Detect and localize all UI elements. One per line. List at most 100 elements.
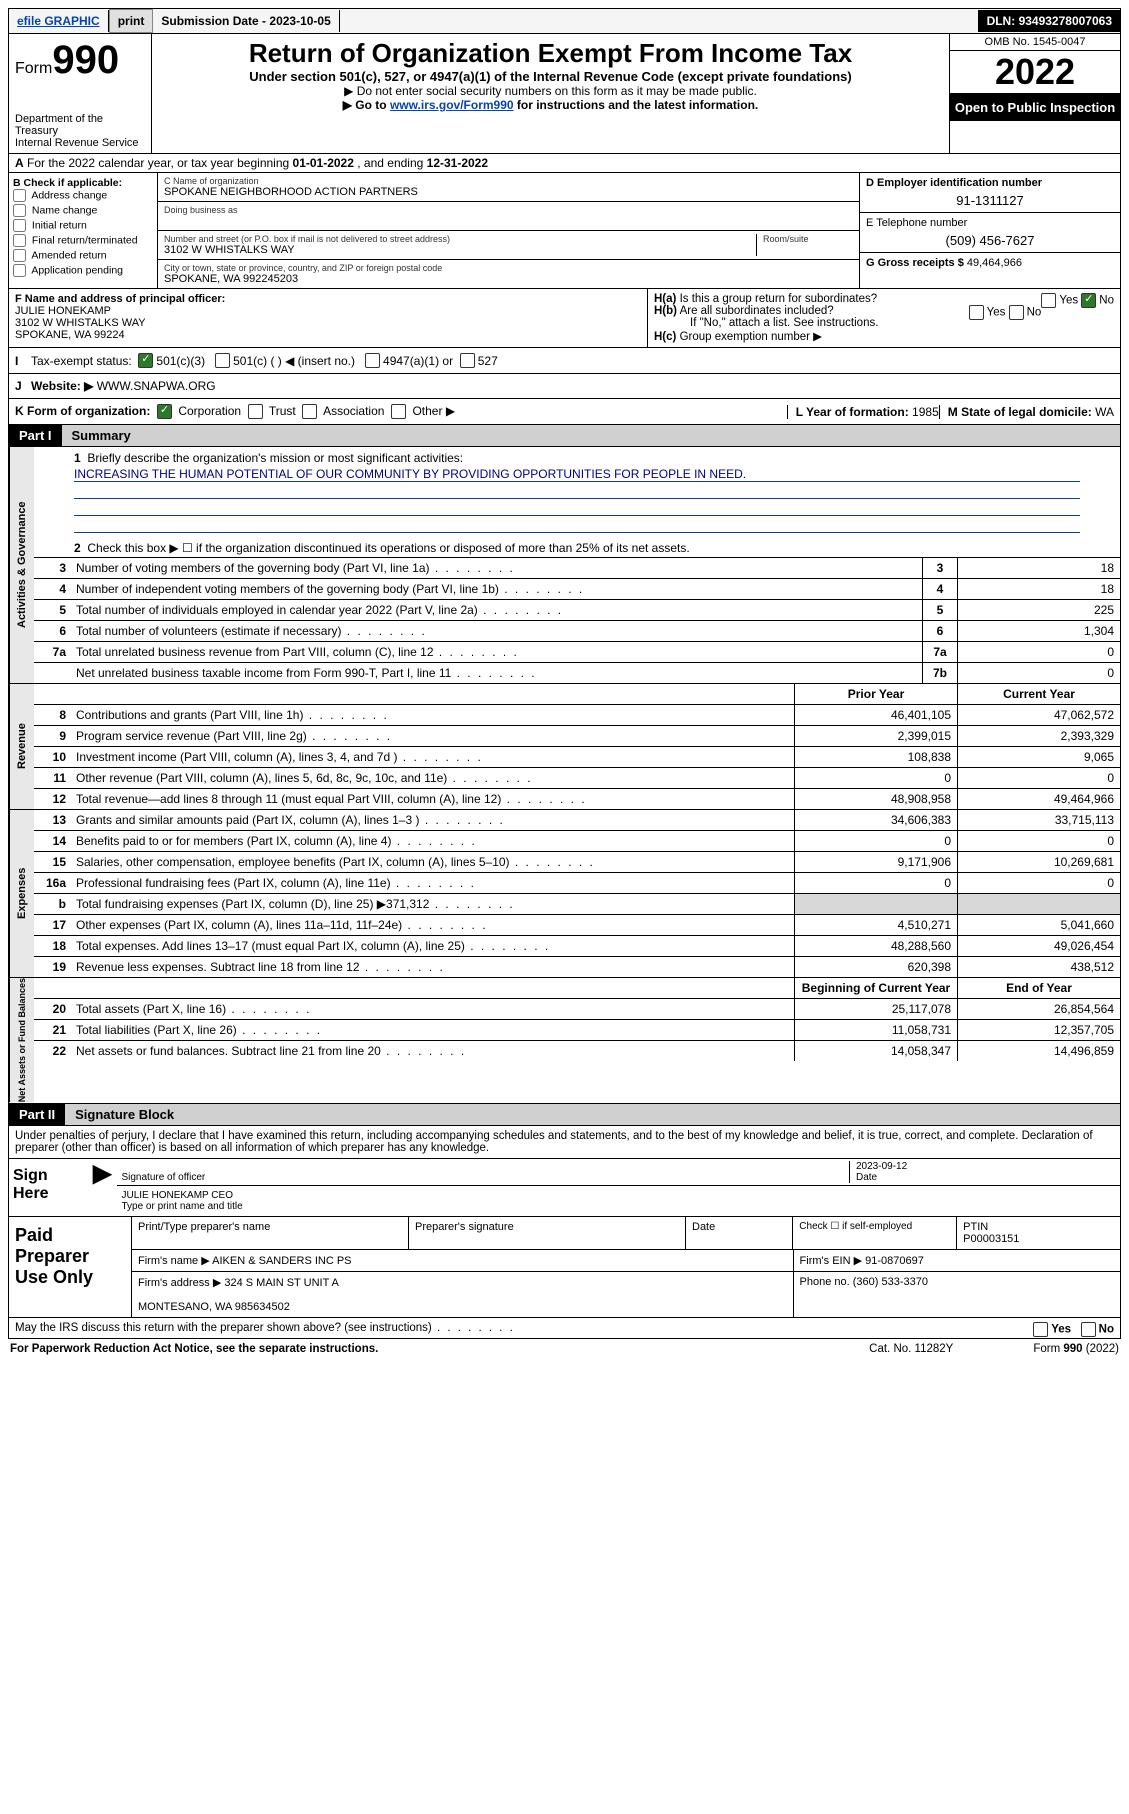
summary-row: 16aProfessional fundraising fees (Part I…: [34, 872, 1120, 893]
col-current-year: Current Year: [957, 684, 1120, 704]
chk-corp[interactable]: [157, 404, 172, 419]
part1-label: Part I: [9, 425, 62, 446]
summary-row: 4Number of independent voting members of…: [34, 578, 1120, 599]
dba-label: Doing business as: [164, 205, 853, 215]
summary-row: 10Investment income (Part VIII, column (…: [34, 746, 1120, 767]
dln: DLN: 93493278007063: [978, 10, 1120, 32]
summary-row: 19Revenue less expenses. Subtract line 1…: [34, 956, 1120, 977]
summary-row: 20Total assets (Part X, line 16)25,117,0…: [34, 998, 1120, 1019]
tax-year: 2022: [950, 51, 1120, 94]
discuss-no[interactable]: [1081, 1322, 1096, 1337]
summary-row: 22Net assets or fund balances. Subtract …: [34, 1040, 1120, 1061]
phone-label: E Telephone number: [866, 217, 1114, 229]
org-address: 3102 W WHISTALKS WAY: [164, 244, 756, 256]
footer-left: For Paperwork Reduction Act Notice, see …: [10, 1343, 378, 1355]
chk-4947[interactable]: [365, 353, 380, 368]
ein-value: 91-1311127: [866, 189, 1114, 208]
footer-form: Form 990 (2022): [1033, 1343, 1119, 1355]
ha-yes[interactable]: [1041, 293, 1056, 308]
ein-label: D Employer identification number: [866, 177, 1042, 189]
ha-no[interactable]: [1081, 293, 1096, 308]
gross-receipts: 49,464,966: [967, 257, 1022, 269]
website: WWW.SNAPWA.ORG: [97, 379, 216, 393]
discuss-row: May the IRS discuss this return with the…: [8, 1318, 1121, 1339]
discuss-yes[interactable]: [1033, 1322, 1048, 1337]
ptin: P00003151: [963, 1233, 1019, 1245]
officer-addr1: 3102 W WHISTALKS WAY: [15, 317, 146, 329]
summary-row: 12Total revenue—add lines 8 through 11 (…: [34, 788, 1120, 809]
chk-527[interactable]: [460, 353, 475, 368]
col-prior-year: Prior Year: [794, 684, 957, 704]
addr-label: Number and street (or P.O. box if mail i…: [164, 234, 756, 244]
summary-row: 21Total liabilities (Part X, line 26)11,…: [34, 1019, 1120, 1040]
org-city: SPOKANE, WA 992245203: [164, 273, 853, 285]
firm-phone: (360) 533-3370: [853, 1276, 928, 1288]
open-to-public: Open to Public Inspection: [950, 94, 1120, 121]
summary-row: 14Benefits paid to or for members (Part …: [34, 830, 1120, 851]
sign-arrow-icon: ▶: [87, 1159, 117, 1216]
prep-self-emp: Check ☐ if self-employed: [793, 1217, 957, 1249]
chk-final-return[interactable]: Final return/terminated: [13, 234, 153, 247]
summary-row: 6Total number of volunteers (estimate if…: [34, 620, 1120, 641]
form-title: Return of Organization Exempt From Incom…: [158, 38, 943, 69]
top-bar: efile GRAPHIC print Submission Date - 20…: [8, 8, 1121, 34]
year-formation: L Year of formation: 1985: [787, 405, 939, 419]
chk-initial-return[interactable]: Initial return: [13, 219, 153, 232]
summary-row: Net unrelated business taxable income fr…: [34, 662, 1120, 683]
summary-row: 9Program service revenue (Part VIII, lin…: [34, 725, 1120, 746]
city-label: City or town, state or province, country…: [164, 263, 853, 273]
officer-name-title: JULIE HONEKAMP CEO: [121, 1190, 233, 1201]
sig-date: 2023-09-12: [856, 1161, 907, 1172]
box-d-e-g: D Employer identification number 91-1311…: [859, 173, 1120, 288]
box-f: F Name and address of principal officer:…: [9, 289, 648, 347]
part2-header: Part II Signature Block: [8, 1104, 1121, 1126]
room-label: Room/suite: [763, 234, 853, 244]
efile-link[interactable]: efile GRAPHIC: [17, 14, 100, 28]
box-h: H(a) Is this a group return for subordin…: [648, 289, 1120, 347]
state-domicile: M State of legal domicile: WA: [939, 405, 1114, 419]
chk-other[interactable]: [391, 404, 406, 419]
form990-link[interactable]: www.irs.gov/Form990: [390, 98, 514, 112]
vtab-expenses: Expenses: [9, 810, 34, 977]
efile-label: efile GRAPHIC: [9, 10, 109, 32]
sign-here-label: Sign Here: [9, 1159, 87, 1216]
chk-amended[interactable]: Amended return: [13, 249, 153, 262]
form-subtitle-2: Do not enter social security numbers on …: [158, 84, 943, 98]
row-i: I Tax-exempt status: 501(c)(3) 501(c) ( …: [8, 348, 1121, 374]
chk-501c3[interactable]: [138, 353, 153, 368]
phone-value: (509) 456-7627: [866, 229, 1114, 248]
vtab-net-assets: Net Assets or Fund Balances: [9, 978, 34, 1102]
header-mid: Return of Organization Exempt From Incom…: [152, 34, 949, 153]
row-k: K Form of organization: Corporation Trus…: [8, 399, 1121, 425]
form-header: Form990 Department of the Treasury Inter…: [8, 34, 1121, 154]
vtab-revenue: Revenue: [9, 684, 34, 809]
col-eoy: End of Year: [957, 978, 1120, 998]
hb-no[interactable]: [1009, 305, 1024, 320]
part1-header: Part I Summary: [8, 425, 1121, 447]
chk-assoc[interactable]: [302, 404, 317, 419]
chk-trust[interactable]: [248, 404, 263, 419]
box-c: C Name of organization SPOKANE NEIGHBORH…: [158, 173, 859, 288]
part2-title: Signature Block: [65, 1104, 1120, 1125]
print-button[interactable]: print: [109, 9, 154, 33]
officer-addr2: SPOKANE, WA 99224: [15, 329, 125, 341]
org-name-label: C Name of organization: [164, 176, 853, 186]
chk-app-pending[interactable]: Application pending: [13, 264, 153, 277]
dept-label: Department of the Treasury: [15, 113, 145, 137]
header-left: Form990 Department of the Treasury Inter…: [9, 34, 152, 153]
topbar-spacer: [340, 17, 978, 25]
sign-here-block: Sign Here ▶ Signature of officer 2023-09…: [8, 1159, 1121, 1217]
hb-yes[interactable]: [969, 305, 984, 320]
chk-501c[interactable]: [215, 353, 230, 368]
chk-name-change[interactable]: Name change: [13, 204, 153, 217]
form-subtitle-3: Go to www.irs.gov/Form990 for instructio…: [158, 98, 943, 112]
summary-row: 5Total number of individuals employed in…: [34, 599, 1120, 620]
summary-row: 17Other expenses (Part IX, column (A), l…: [34, 914, 1120, 935]
part1-title: Summary: [62, 425, 1120, 446]
chk-address-change[interactable]: Address change: [13, 189, 153, 202]
summary-row: 18Total expenses. Add lines 13–17 (must …: [34, 935, 1120, 956]
part1-body: Activities & Governance 1 Briefly descri…: [8, 447, 1121, 1103]
firm-name: AIKEN & SANDERS INC PS: [212, 1255, 351, 1267]
summary-row: 3Number of voting members of the governi…: [34, 557, 1120, 578]
firm-ein: 91-0870697: [865, 1255, 924, 1267]
